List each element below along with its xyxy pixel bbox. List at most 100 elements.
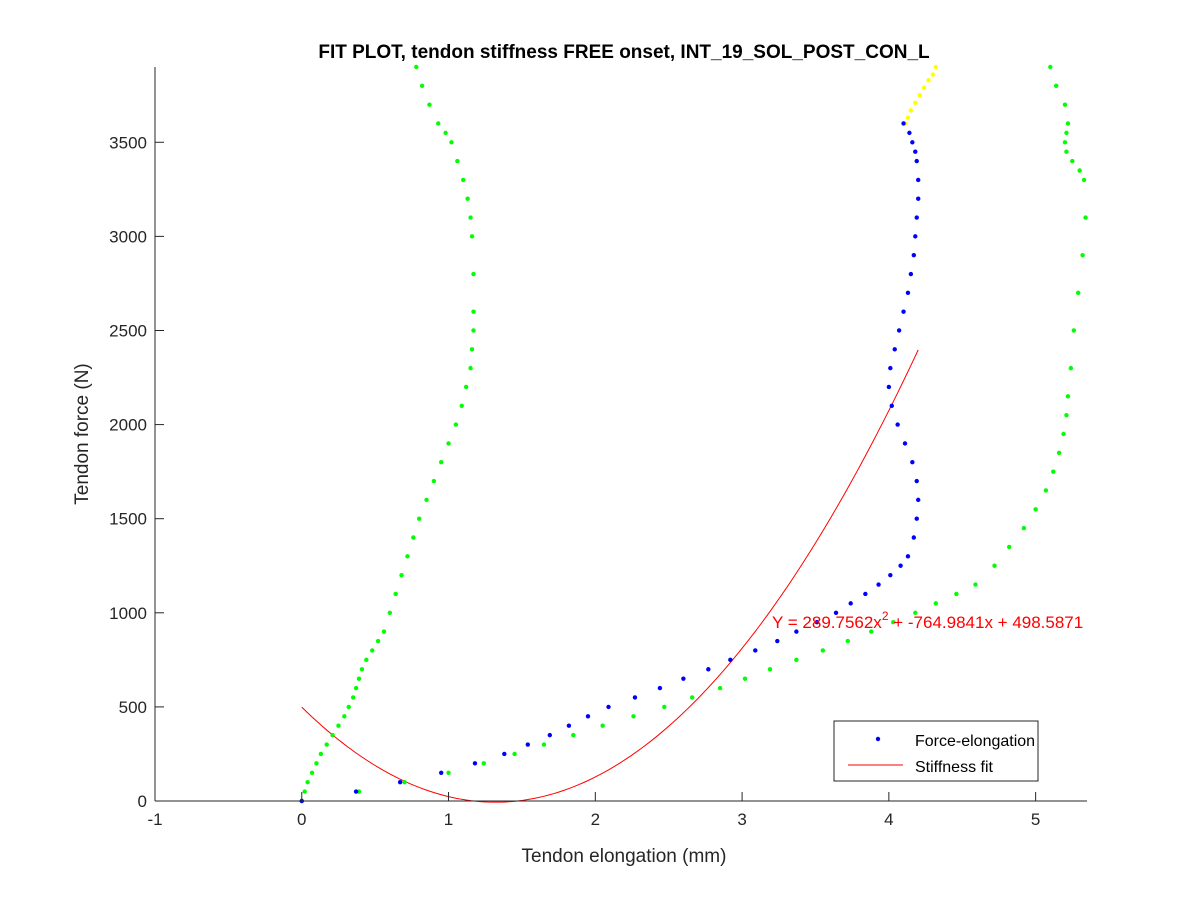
force-elongation-point <box>814 620 820 625</box>
lower-bound-point <box>314 761 319 766</box>
upper-bound-point <box>1077 168 1082 173</box>
force-elongation-point <box>353 789 359 794</box>
lower-bound-point <box>469 234 475 239</box>
chart-title: FIT PLOT, tendon stiffness FREE onset, I… <box>318 42 930 63</box>
force-elongation-point <box>606 704 611 710</box>
lower-bound-point <box>449 140 454 145</box>
force-elongation-point <box>863 591 868 597</box>
lower-bound-point <box>305 779 310 785</box>
force-elongation-point <box>775 638 780 644</box>
upper-bound-point <box>1065 394 1071 399</box>
excluded-point <box>913 100 918 105</box>
upper-bound-point <box>1064 149 1069 154</box>
force-elongation-point <box>907 130 912 136</box>
force-elongation-point <box>886 384 892 390</box>
x-ticks: -1 0 1 2 3 4 5 <box>147 792 1040 829</box>
x-tick-label: -1 <box>147 810 162 829</box>
force-elongation-point <box>397 779 403 785</box>
lower-bound-point <box>439 460 444 465</box>
legend-marker-force-elongation <box>875 736 881 742</box>
upper-bound-point <box>1021 525 1027 531</box>
upper-bound-point <box>571 732 576 738</box>
lower-bound-point <box>455 158 460 164</box>
excluded-point <box>905 115 911 121</box>
lower-bound-point <box>370 648 375 653</box>
force-elongation-point <box>706 667 711 672</box>
lower-bound-point <box>443 130 448 136</box>
lower-bound-point <box>469 347 475 352</box>
upper-bound-point <box>742 676 748 681</box>
y-axis-label: Tendon force (N) <box>72 363 93 505</box>
upper-bound-point <box>891 620 896 625</box>
force-elongation-point <box>901 121 906 126</box>
force-elongation-point <box>876 582 881 587</box>
force-elongation-point <box>888 365 893 371</box>
upper-bound-point <box>1065 121 1071 126</box>
lower-bound-point <box>318 751 324 757</box>
y-tick-label: 3500 <box>109 133 147 152</box>
legend: Force-elongation Stiffness fit <box>833 720 1039 782</box>
x-tick-label: 1 <box>444 810 453 829</box>
upper-bound-point <box>689 695 695 700</box>
upper-bound-point <box>954 591 959 597</box>
upper-bound-point <box>1062 102 1068 107</box>
y-tick-label: 2000 <box>109 416 147 435</box>
upper-bound-point <box>869 629 874 634</box>
force-elongation-point <box>895 422 900 427</box>
upper-bound-point <box>541 742 547 747</box>
lower-bound-point <box>356 676 362 681</box>
x-tick-label: 4 <box>884 810 893 829</box>
upper-bound-point <box>767 667 773 672</box>
upper-bound-point <box>913 610 918 615</box>
force-elongation-point <box>902 441 908 446</box>
force-elongation-point <box>525 742 530 747</box>
upper-bound-point <box>1061 431 1066 437</box>
upper-bound-point <box>1070 158 1075 164</box>
x-tick-label: 3 <box>737 810 746 829</box>
upper-bound-point <box>446 770 451 775</box>
upper-bound-point <box>794 657 799 663</box>
upper-bound-point <box>1051 469 1056 474</box>
y-tick-label: 1500 <box>109 510 147 529</box>
force-elongation-point <box>547 732 553 738</box>
lower-bound-point <box>465 196 470 201</box>
upper-bound-point <box>1033 507 1038 512</box>
lower-bound-point <box>427 102 432 107</box>
x-axis-label: Tendon elongation (mm) <box>522 846 727 867</box>
upper-bound-point <box>1048 64 1053 70</box>
force-elongation-point <box>896 328 902 333</box>
lower-bound-point <box>424 497 429 503</box>
equation-part-2: + -764.9841x + 498.5871 <box>889 613 1084 632</box>
upper-bound-point <box>1007 544 1012 550</box>
lower-bound-point <box>461 177 466 183</box>
y-tick-label: 2500 <box>109 321 147 340</box>
force-elongation-point <box>910 140 915 145</box>
y-tick-label: 3000 <box>109 227 147 246</box>
lower-bound-point <box>399 572 404 578</box>
upper-bound-point <box>1043 488 1049 493</box>
axes-background <box>155 67 1087 801</box>
upper-bound-point <box>845 638 850 644</box>
lower-bound-point <box>411 535 416 540</box>
upper-bound-point <box>1056 450 1062 456</box>
lower-bound-point <box>471 328 476 333</box>
lower-bound-point <box>350 695 356 700</box>
force-elongation-point <box>753 648 758 653</box>
force-elongation-point <box>913 149 918 154</box>
equation-part-1: Y = 289.7562x <box>772 613 882 632</box>
force-elongation-point <box>585 714 591 719</box>
force-elongation-point <box>914 516 919 521</box>
force-elongation-point <box>632 695 638 700</box>
force-elongation-point <box>914 478 919 484</box>
lower-bound-point <box>431 478 437 484</box>
excluded-point <box>921 85 927 90</box>
force-elongation-point <box>911 253 917 258</box>
lower-bound-point <box>359 667 365 672</box>
lower-bound-point <box>459 403 464 408</box>
excluded-point <box>917 93 922 98</box>
force-elongation-point <box>905 554 911 559</box>
upper-bound-point <box>820 648 826 653</box>
lower-bound-point <box>471 271 476 277</box>
equation-exponent: 2 <box>882 609 889 623</box>
